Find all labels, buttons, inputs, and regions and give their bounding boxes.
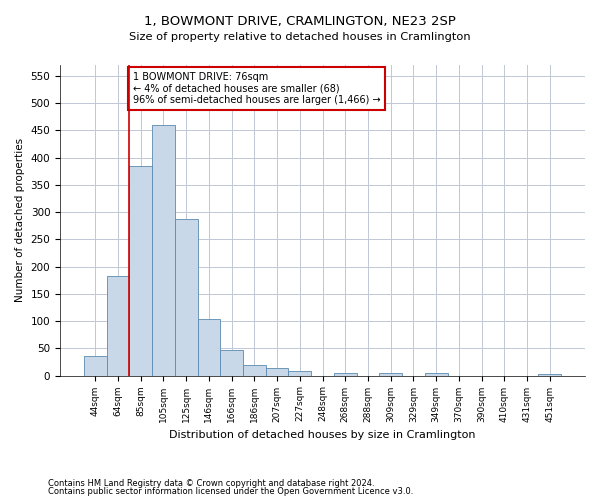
Bar: [220, 350, 243, 376]
Bar: [266, 368, 289, 376]
Text: Contains public sector information licensed under the Open Government Licence v3: Contains public sector information licen…: [48, 488, 413, 496]
Bar: [538, 374, 561, 376]
Text: 1, BOWMONT DRIVE, CRAMLINGTON, NE23 2SP: 1, BOWMONT DRIVE, CRAMLINGTON, NE23 2SP: [144, 15, 456, 28]
Bar: [379, 373, 402, 376]
Bar: [197, 320, 220, 376]
Bar: [243, 365, 266, 376]
Bar: [175, 218, 197, 376]
Bar: [107, 276, 130, 376]
Bar: [130, 166, 152, 376]
Bar: [84, 356, 107, 376]
Text: 1 BOWMONT DRIVE: 76sqm
← 4% of detached houses are smaller (68)
96% of semi-deta: 1 BOWMONT DRIVE: 76sqm ← 4% of detached …: [133, 72, 380, 106]
Bar: [152, 125, 175, 376]
Text: Contains HM Land Registry data © Crown copyright and database right 2024.: Contains HM Land Registry data © Crown c…: [48, 478, 374, 488]
Text: Size of property relative to detached houses in Cramlington: Size of property relative to detached ho…: [129, 32, 471, 42]
Bar: [334, 373, 356, 376]
Bar: [425, 373, 448, 376]
Bar: [289, 370, 311, 376]
Y-axis label: Number of detached properties: Number of detached properties: [15, 138, 25, 302]
X-axis label: Distribution of detached houses by size in Cramlington: Distribution of detached houses by size …: [169, 430, 476, 440]
